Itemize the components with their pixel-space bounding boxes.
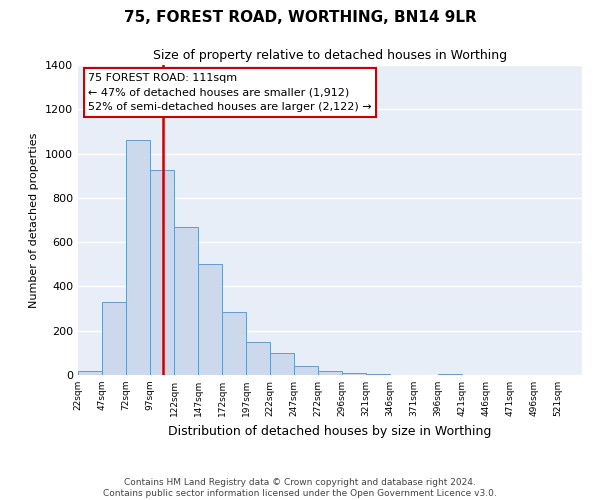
Text: Contains HM Land Registry data © Crown copyright and database right 2024.
Contai: Contains HM Land Registry data © Crown c… — [103, 478, 497, 498]
Bar — [366, 374, 390, 375]
Bar — [294, 366, 318, 375]
Text: 75 FOREST ROAD: 111sqm
← 47% of detached houses are smaller (1,912)
52% of semi-: 75 FOREST ROAD: 111sqm ← 47% of detached… — [88, 72, 372, 112]
Title: Size of property relative to detached houses in Worthing: Size of property relative to detached ho… — [153, 50, 507, 62]
Bar — [150, 170, 174, 375]
Bar — [438, 374, 462, 375]
Bar — [246, 342, 270, 375]
X-axis label: Distribution of detached houses by size in Worthing: Distribution of detached houses by size … — [169, 424, 491, 438]
Text: 75, FOREST ROAD, WORTHING, BN14 9LR: 75, FOREST ROAD, WORTHING, BN14 9LR — [124, 10, 476, 25]
Bar — [198, 264, 222, 375]
Bar — [78, 370, 102, 375]
Bar — [102, 302, 126, 375]
Bar — [126, 140, 150, 375]
Bar — [270, 353, 294, 375]
Bar — [222, 312, 246, 375]
Bar — [318, 370, 342, 375]
Y-axis label: Number of detached properties: Number of detached properties — [29, 132, 40, 308]
Bar — [174, 226, 198, 375]
Bar — [342, 373, 366, 375]
